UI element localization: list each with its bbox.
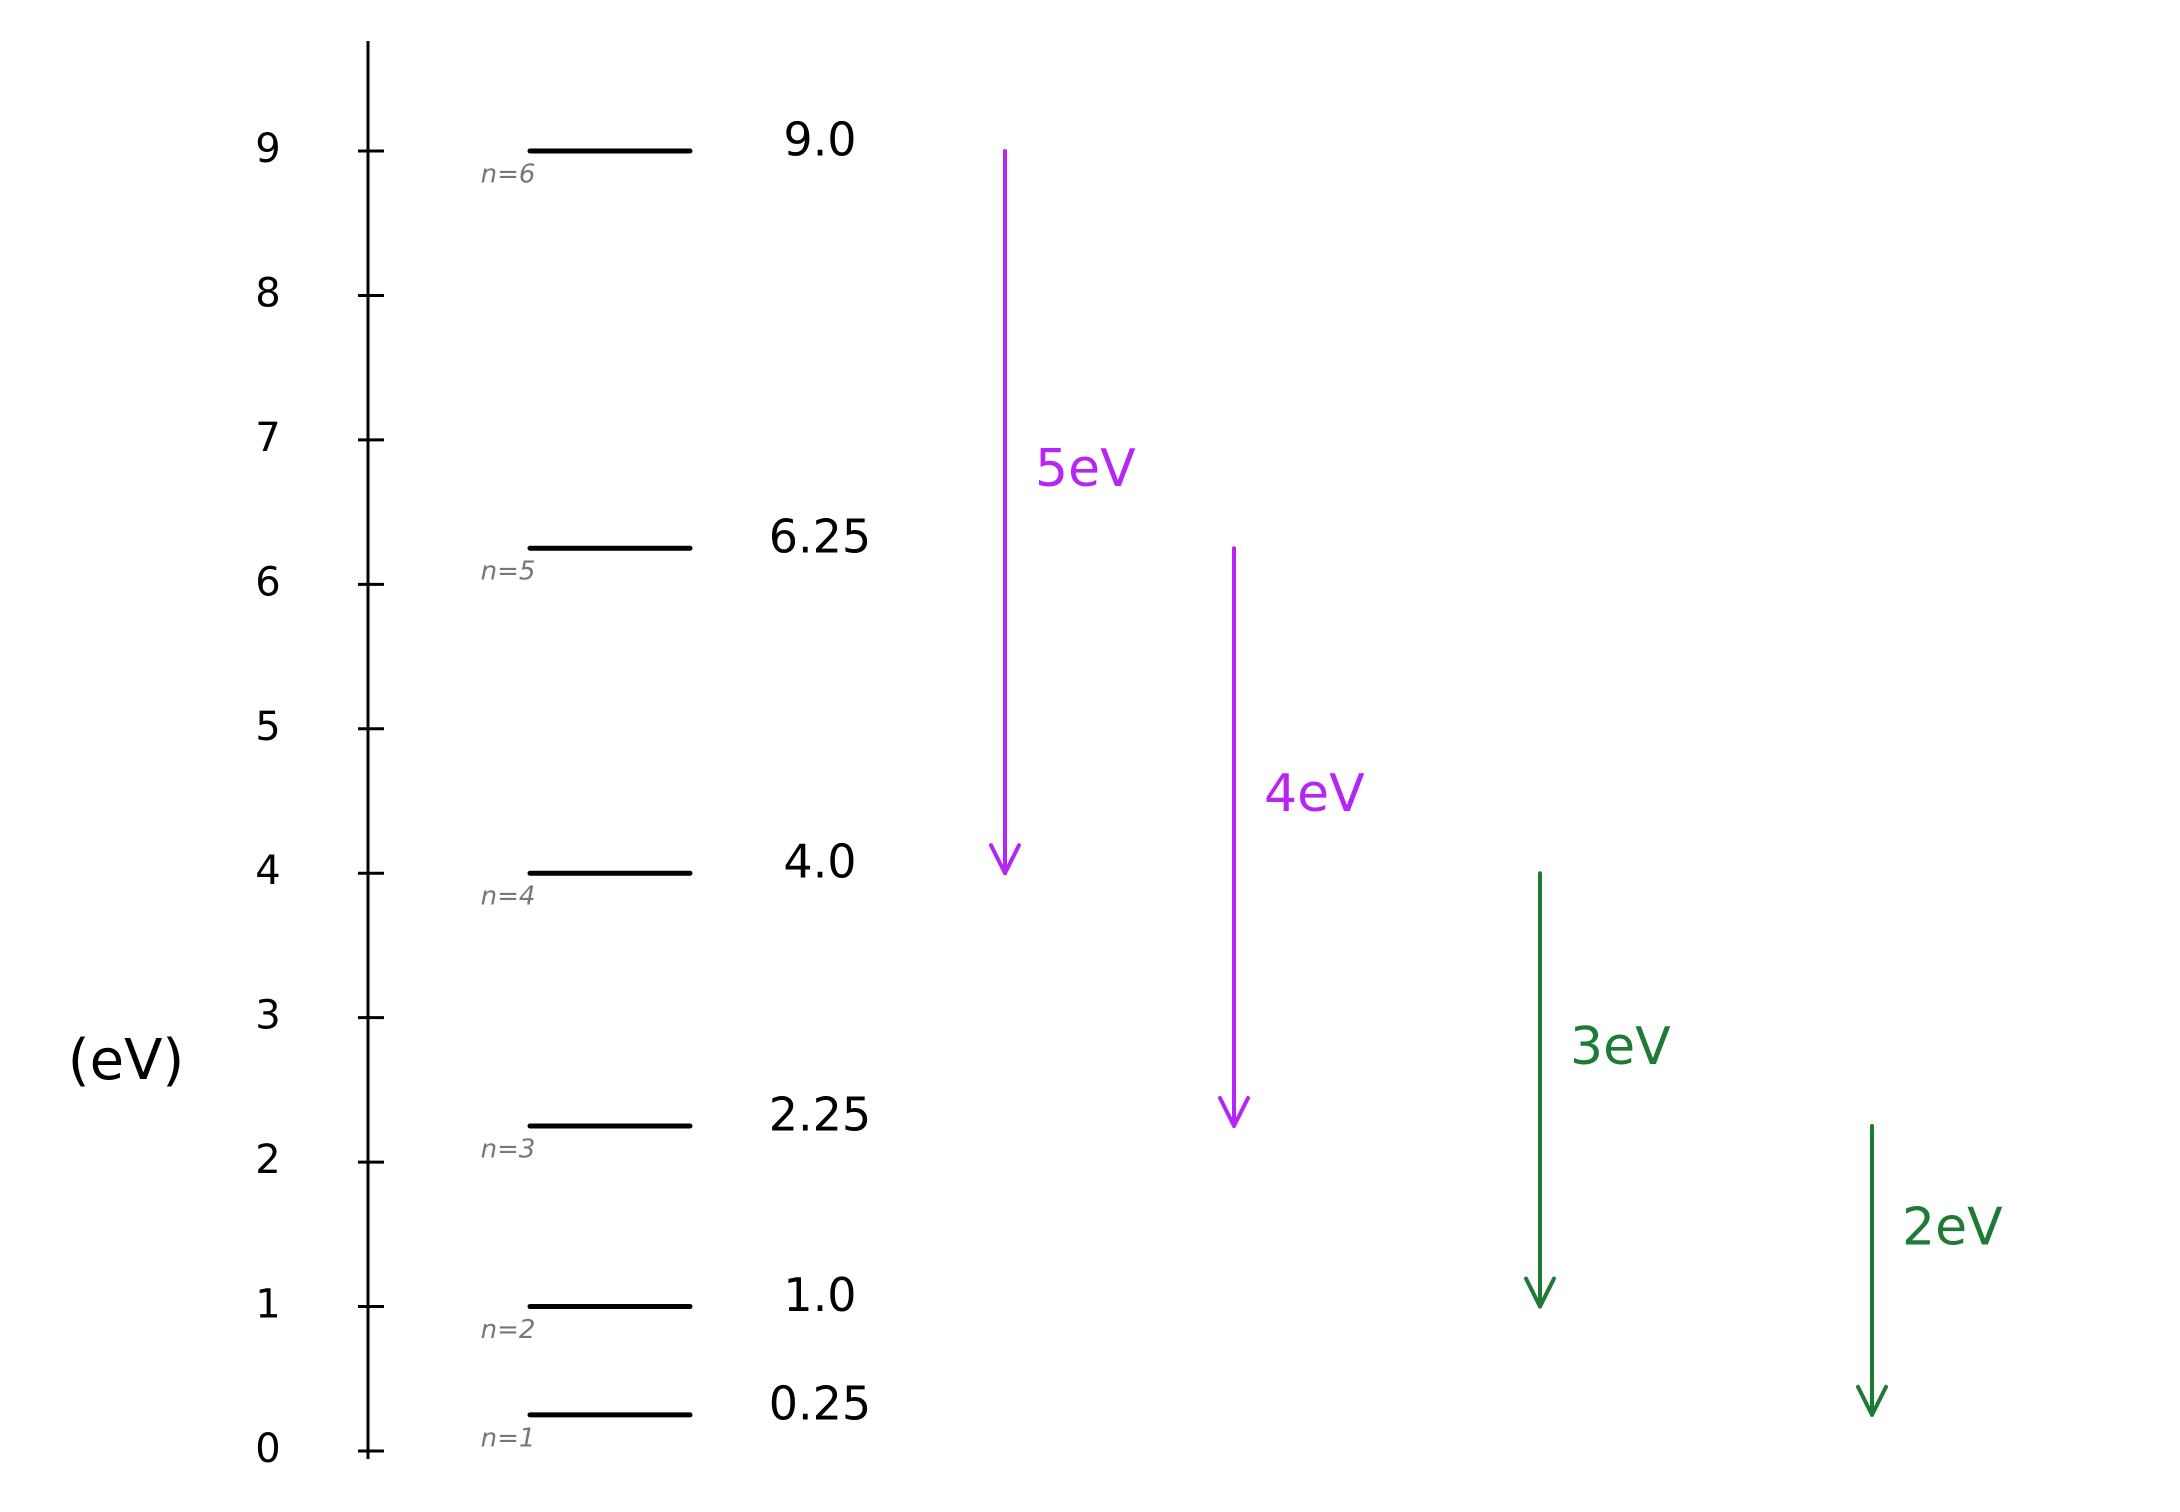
level-name: n=6: [481, 160, 536, 190]
level-energy: 4.0: [783, 835, 856, 889]
tick-label: 7: [255, 415, 280, 461]
arrow-head: [1856, 1384, 1888, 1417]
level-energy: 1.0: [783, 1268, 856, 1322]
tick-label: 2: [255, 1137, 280, 1183]
tick-label: 8: [255, 270, 280, 316]
level-energy: 9.0: [783, 113, 856, 167]
arrow-head: [989, 843, 1021, 876]
tick-label: 4: [255, 848, 280, 894]
level-name: n=3: [481, 1135, 536, 1165]
transition-label: 2eV: [1902, 1197, 2003, 1257]
level-name: n=1: [481, 1423, 536, 1453]
arrow-head: [1524, 1276, 1556, 1309]
level-energy: 0.25: [769, 1376, 871, 1430]
level-name: n=5: [481, 557, 536, 587]
transition-label: 4eV: [1264, 764, 1365, 824]
axis-label: (eV): [68, 1028, 184, 1093]
tick-label: 3: [255, 993, 280, 1039]
tick-label: 5: [255, 704, 280, 750]
transition-label: 5eV: [1035, 439, 1136, 499]
level-energy: 2.25: [769, 1088, 871, 1142]
tick-label: 9: [255, 126, 280, 172]
tick-label: 1: [255, 1282, 280, 1328]
arrow-head: [1218, 1096, 1250, 1128]
transition-label: 3eV: [1570, 1017, 1671, 1077]
tick-label: 0: [255, 1426, 280, 1472]
tick-label: 6: [255, 559, 280, 605]
level-energy: 6.25: [769, 510, 871, 564]
level-name: n=2: [481, 1315, 536, 1345]
level-name: n=4: [481, 882, 536, 912]
